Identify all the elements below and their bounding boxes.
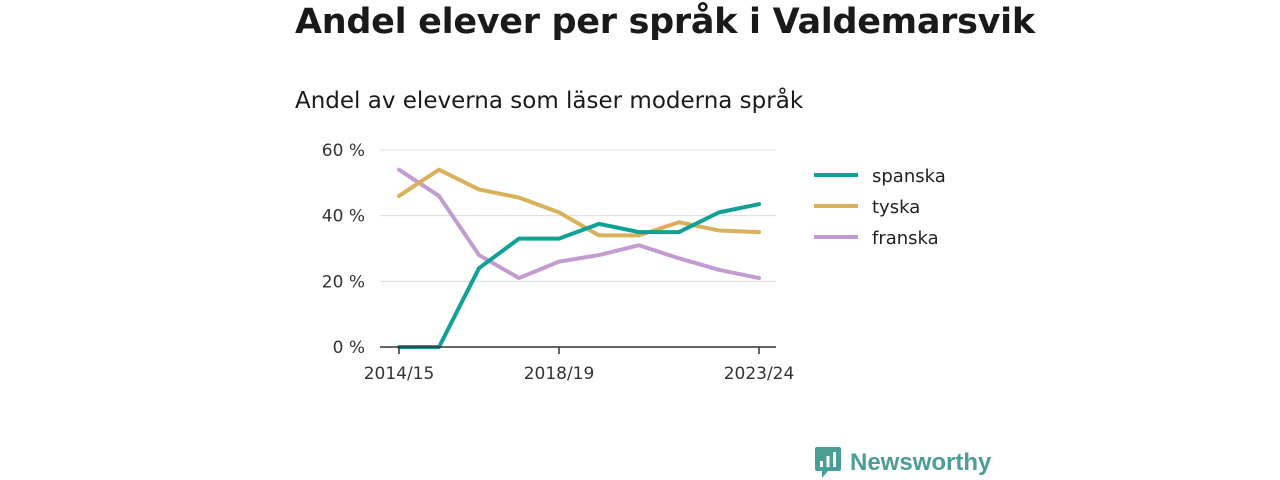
series-line-franska xyxy=(397,167,761,281)
chart-subtitle: Andel av eleverna som läser moderna språ… xyxy=(295,88,804,114)
line-chart: 0 % 20 % 40 % 60 % 2014/15 2018/19 2023/24 spa… xyxy=(322,141,946,384)
x-axis xyxy=(380,346,776,354)
legend: spanska tyska franska xyxy=(814,166,946,249)
x-tick-label: 2014/15 xyxy=(364,364,435,384)
legend-label-franska: franska xyxy=(872,228,939,249)
brand-name: Newsworthy xyxy=(850,448,992,476)
newsworthy-logo: Newsworthy xyxy=(814,446,991,479)
series-line-tyska xyxy=(397,167,761,238)
y-tick-label: 20 % xyxy=(322,272,365,292)
legend-label-spanska: spanska xyxy=(872,166,946,187)
tick-labels: 0 % 20 % 40 % 60 % 2014/15 2018/19 2023/24 xyxy=(322,141,795,384)
newsworthy-logo-icon xyxy=(815,447,841,478)
x-tick-label: 2018/19 xyxy=(524,364,595,384)
legend-label-tyska: tyska xyxy=(872,197,920,218)
y-tick-label: 60 % xyxy=(322,141,365,161)
series-lines xyxy=(397,167,761,349)
chart-title: Andel elever per språk i Valdemarsvik xyxy=(295,2,1035,42)
y-tick-label: 40 % xyxy=(322,207,365,227)
x-tick-label: 2023/24 xyxy=(724,364,795,384)
y-tick-label: 0 % xyxy=(333,338,365,358)
series-line-spanska xyxy=(397,202,761,349)
